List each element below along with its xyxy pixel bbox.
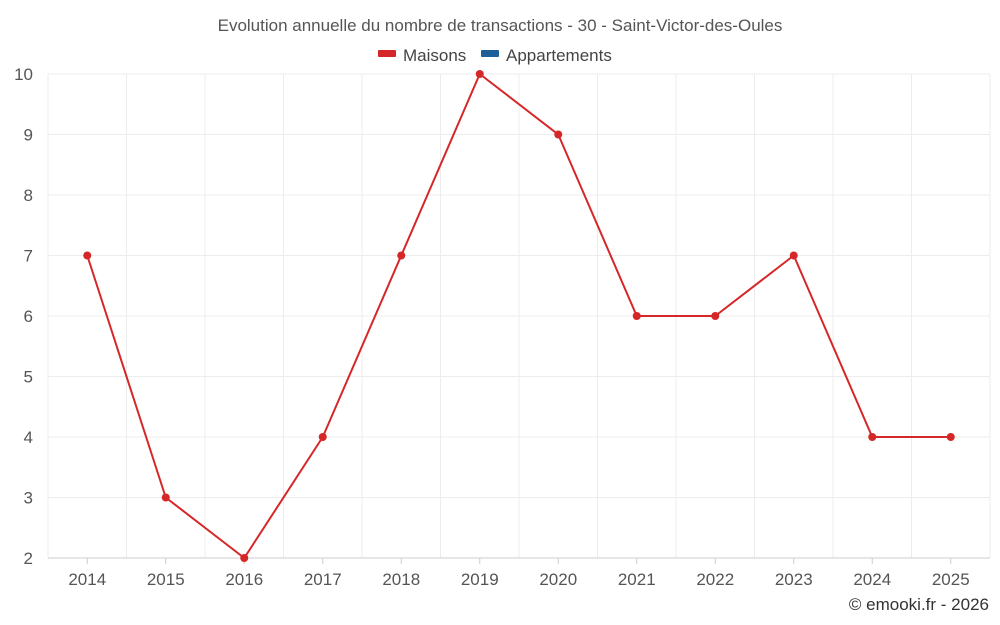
legend: Maisons Appartements [378, 46, 612, 65]
data-point-maisons[interactable] [632, 312, 641, 320]
data-point-maisons[interactable] [83, 251, 92, 260]
x-tick-label: 2020 [539, 570, 577, 589]
series-maisons [83, 70, 955, 562]
x-tick-label: 2017 [304, 570, 342, 589]
y-tick-label: 5 [24, 368, 33, 387]
x-tick-label: 2024 [853, 570, 891, 589]
data-point-maisons[interactable] [318, 433, 327, 441]
legend-swatch-appartements [481, 50, 499, 57]
credit-text: © emooki.fr - 2026 [849, 595, 989, 614]
x-tick-label: 2014 [68, 570, 106, 589]
y-tick-label: 10 [14, 65, 33, 84]
series-line-maisons [86, 73, 951, 559]
y-tick-label: 6 [24, 307, 33, 326]
data-point-maisons[interactable] [161, 493, 170, 502]
data-point-maisons[interactable] [711, 312, 720, 320]
y-tick-label: 9 [24, 126, 33, 145]
x-tick-label: 2022 [696, 570, 734, 589]
y-tick-label: 2 [24, 549, 33, 568]
y-axis-ticks: 2 3 4 5 6 7 8 9 10 [14, 65, 33, 568]
x-tick-label: 2019 [461, 570, 499, 589]
y-tick-label: 4 [24, 428, 33, 447]
data-point-maisons[interactable] [397, 251, 406, 260]
y-tick-label: 8 [24, 186, 33, 205]
y-tick-label: 3 [24, 489, 33, 508]
chart-title: Evolution annuelle du nombre de transact… [218, 16, 783, 35]
data-point-maisons[interactable] [240, 554, 249, 562]
x-tick-label: 2015 [147, 570, 185, 589]
x-tick-label: 2021 [618, 570, 656, 589]
legend-label-maisons[interactable]: Maisons [403, 46, 466, 65]
x-tick-label: 2018 [382, 570, 420, 589]
data-point-maisons[interactable] [868, 433, 877, 441]
y-tick-label: 7 [24, 247, 33, 266]
legend-swatch-maisons [378, 50, 396, 57]
data-point-maisons[interactable] [946, 433, 955, 441]
x-axis-ticks: 2014 2015 2016 2017 2018 2019 2020 2021 2022 2023… [68, 558, 970, 589]
gridlines [47, 73, 991, 559]
data-point-maisons[interactable] [789, 251, 798, 260]
data-point-maisons[interactable] [475, 70, 484, 78]
x-tick-label: 2023 [775, 570, 813, 589]
x-tick-label: 2025 [932, 570, 970, 589]
legend-label-appartements[interactable]: Appartements [506, 46, 612, 65]
x-tick-label: 2016 [225, 570, 263, 589]
data-point-maisons[interactable] [554, 130, 563, 139]
